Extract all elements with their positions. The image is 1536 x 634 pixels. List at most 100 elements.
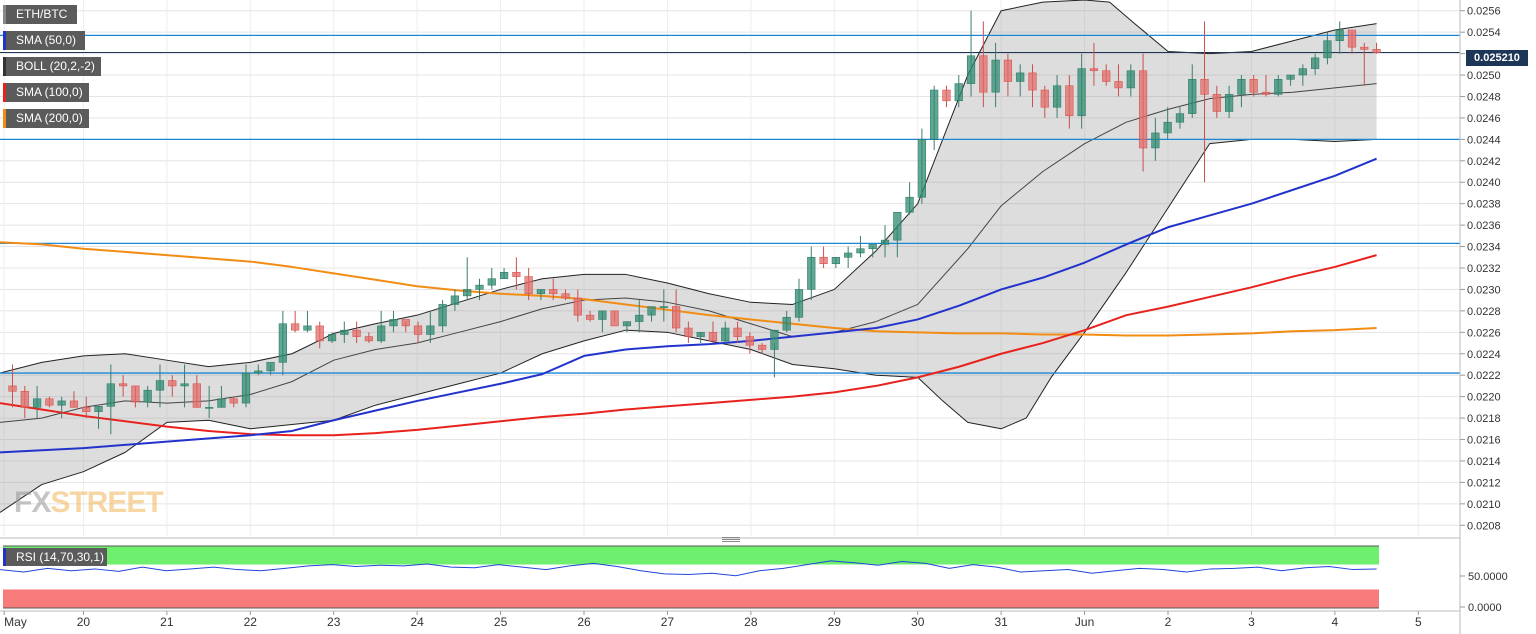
candle-bearish: [1040, 89, 1049, 108]
rsi-tick-label: 50.0000: [1468, 571, 1508, 583]
candle-bullish: [536, 289, 546, 295]
y-tick-label: 0.0210: [1467, 499, 1501, 511]
candle-bullish: [32, 398, 42, 408]
candle-bullish: [598, 310, 607, 320]
candle-bearish: [524, 276, 533, 295]
candle-bearish: [512, 271, 521, 277]
x-tick-label: 24: [410, 615, 424, 629]
candle-bearish: [585, 314, 595, 320]
indicator-label-sma100[interactable]: SMA (100,0): [3, 83, 89, 102]
y-tick-label: 0.0234: [1467, 242, 1501, 254]
candle-bullish: [782, 317, 791, 331]
candle-bullish: [1151, 132, 1160, 149]
candle-bearish: [1249, 79, 1258, 93]
candle-bearish: [1200, 79, 1209, 95]
panel-resize-handle[interactable]: [722, 537, 740, 543]
candle-bearish: [561, 293, 570, 299]
candle-bullish: [463, 289, 472, 297]
y-tick-label: 0.0256: [1467, 6, 1501, 18]
candle-bearish: [1065, 85, 1074, 117]
sma100-line: [0, 254, 1377, 437]
candle-bearish: [1372, 49, 1381, 53]
candle-bearish: [315, 325, 324, 342]
sma50-line: [0, 157, 1377, 454]
candle-bullish: [868, 244, 877, 250]
y-tick-label: 0.0236: [1467, 220, 1501, 232]
indicator-label-sma50[interactable]: SMA (50,0): [3, 31, 85, 50]
candle-bullish: [954, 83, 963, 102]
rsi-oversold-zone: [3, 589, 1379, 608]
candle-bearish: [352, 329, 361, 337]
candle-bullish: [966, 55, 976, 84]
candle-bullish: [327, 334, 337, 342]
candle-bullish: [1274, 79, 1283, 95]
candle-bullish: [1016, 72, 1025, 82]
symbol-label[interactable]: ETH/BTC: [3, 5, 77, 24]
bollinger-band: [0, 0, 1377, 513]
y-tick-label: 0.0244: [1467, 134, 1501, 146]
candle-bearish: [610, 310, 619, 327]
candle-bearish: [119, 383, 128, 387]
x-tick-label: 27: [661, 615, 675, 629]
candle-bullish: [1163, 121, 1172, 134]
x-tick-label: 22: [244, 615, 258, 629]
candle-bullish: [1126, 70, 1135, 89]
candle-bullish: [1335, 29, 1344, 42]
y-tick-label: 0.0212: [1467, 477, 1501, 489]
candle-bearish: [745, 336, 754, 346]
current-price-tag: 0.025210: [1466, 50, 1528, 66]
horizontal-levels: [0, 34, 1460, 374]
candle-bullish: [377, 325, 386, 342]
candle-bullish: [991, 59, 1000, 93]
candle-bearish: [758, 344, 767, 350]
candle-bullish: [57, 400, 66, 406]
y-tick-label: 0.0246: [1467, 113, 1501, 125]
candle-bullish: [94, 405, 103, 412]
sma-lines: [0, 157, 1377, 454]
candle-bullish: [487, 278, 496, 286]
x-tick-label: May: [4, 615, 27, 629]
candle-bullish: [635, 314, 644, 322]
rsi-indicator-label[interactable]: RSI (14,70,30,1): [3, 548, 107, 566]
x-tick-label: 5: [1415, 615, 1422, 629]
candle-bullish: [1311, 57, 1320, 69]
candle-bearish: [573, 297, 582, 316]
candle-bearish: [549, 289, 558, 295]
candle-bearish: [672, 306, 681, 329]
candle-bearish: [413, 325, 423, 335]
candle-bearish: [1114, 81, 1123, 89]
candle-bullish: [143, 389, 152, 403]
indicator-label-boll[interactable]: BOLL (20,2,-2): [3, 57, 101, 76]
candles: [8, 10, 1381, 435]
y-tick-label: 0.0228: [1467, 306, 1501, 318]
candle-bearish: [819, 256, 828, 265]
y-tick-label: 0.0208: [1467, 520, 1501, 532]
candle-bullish: [266, 362, 275, 372]
rsi-panel: 50.0000 0.0000: [0, 537, 1508, 614]
x-tick-label: 21: [160, 615, 174, 629]
candle-bullish: [770, 329, 779, 350]
candle-bullish: [1298, 68, 1307, 76]
y-tick-label: 0.0214: [1467, 456, 1501, 468]
candle-bearish: [1360, 46, 1369, 50]
candle-bullish: [721, 327, 730, 342]
x-tick-label: 30: [911, 615, 925, 629]
fxstreet-watermark: FXSTREET: [14, 486, 164, 519]
candle-bullish: [254, 370, 263, 374]
x-tick-label: Jun: [1075, 615, 1094, 629]
candle-bullish: [180, 383, 189, 387]
bollinger-lower-line: [0, 138, 1377, 513]
candle-bearish: [1138, 70, 1148, 149]
candle-bullish: [622, 321, 632, 327]
sma200-line: [0, 241, 1377, 337]
candle-bearish: [364, 336, 373, 342]
candle-bullish: [880, 239, 890, 245]
candle-bullish: [278, 323, 287, 363]
candle-bearish: [20, 390, 29, 408]
x-tick-label: 25: [494, 615, 508, 629]
candle-bullish: [1224, 94, 1234, 112]
y-tick-label: 0.0250: [1467, 70, 1501, 82]
x-tick-label: 31: [994, 615, 1008, 629]
indicator-label-sma200[interactable]: SMA (200,0): [3, 109, 89, 128]
